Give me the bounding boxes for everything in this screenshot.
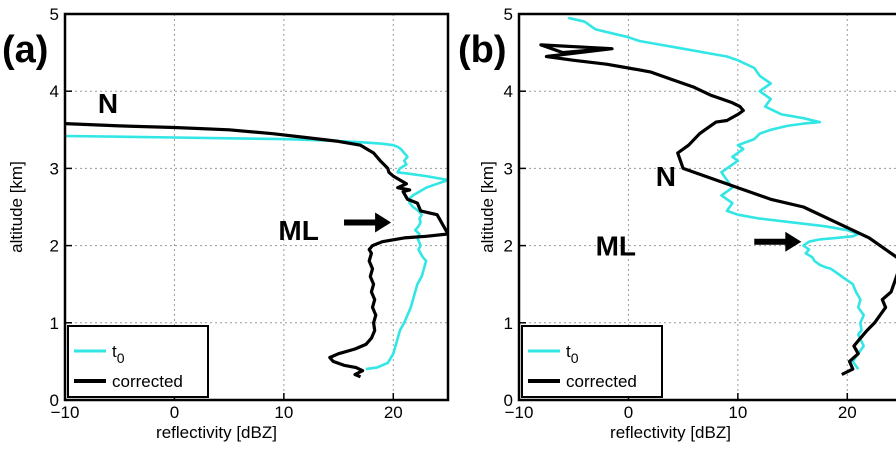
y-tick-label: 5 [504,5,513,24]
x-axis-label: reflectivity [dBZ] [610,423,731,442]
y-axis-label: altitude [km] [7,161,26,253]
annotation-label: ML [278,215,318,246]
annotation-label: ML [596,231,636,262]
series-line-t0 [567,16,866,370]
legend-label-corrected: corrected [566,372,637,391]
y-axis-label: altitude [km] [478,161,497,253]
annotation-arrow-head [375,212,392,233]
y-tick-label: 0 [50,391,59,410]
x-tick-label: 20 [838,403,857,422]
series-group [539,16,896,376]
legend-label-main: t [112,342,117,361]
legend-box [67,325,209,398]
y-tick-label: 3 [504,159,513,178]
y-tick-label: 2 [50,237,59,256]
x-tick-label: 20 [384,403,403,422]
y-tick-label: 4 [504,82,513,101]
y-tick-label: 4 [50,82,59,101]
y-tick-label: 0 [504,391,513,410]
y-tick-label: 1 [504,314,513,333]
axes-frame [63,12,450,402]
legend-label-main: t [566,342,571,361]
legend-label-t0: t0 [112,342,125,366]
legend: t0 corrected [67,325,209,398]
series-line-t0 [65,134,448,371]
x-tick-label: −10 [51,403,80,422]
annotation-label: N [98,88,118,119]
legend-label-main: corrected [566,372,637,391]
legend-label-main: corrected [112,372,183,391]
x-tick-label: 0 [624,403,633,422]
legend: t0 corrected [521,325,663,398]
legend-label-subscript: 0 [571,350,579,366]
x-tick-label: −10 [505,403,534,422]
series-group [65,122,448,379]
annotation-arrow-head [785,231,802,252]
legend-label-corrected: corrected [112,372,183,391]
y-tick-label: 5 [50,5,59,24]
x-tick-label: 0 [170,403,179,422]
series-line-corrected [65,122,448,379]
x-tick-label: 10 [728,403,747,422]
annotation-label: N [656,161,676,192]
axes-frame [517,12,896,402]
x-axis-label: reflectivity [dBZ] [156,423,277,442]
legend-box [521,325,663,398]
x-tick-label: 10 [274,403,293,422]
legend-label-subscript: 0 [117,350,125,366]
y-tick-label: 1 [50,314,59,333]
legend-label-t0: t0 [566,342,579,366]
series-line-corrected [539,43,896,376]
y-tick-label: 3 [50,159,59,178]
y-tick-label: 2 [504,237,513,256]
panel-label: (a) [2,29,48,71]
panel-label: (b) [458,29,507,71]
